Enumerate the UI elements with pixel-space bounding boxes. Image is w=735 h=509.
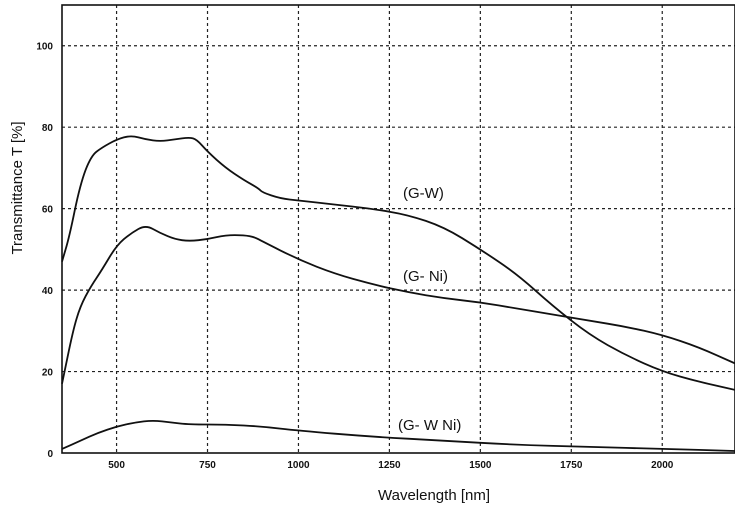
x-tick-label: 1750 bbox=[560, 460, 583, 471]
series-label-g-w: (G-W) bbox=[403, 185, 444, 202]
series-labels: (G-W) (G- Ni) (G- W Ni) bbox=[398, 185, 461, 434]
y-tick-label: 80 bbox=[42, 123, 54, 134]
series-line-0 bbox=[61, 135, 735, 391]
series-label-g-ni: (G- Ni) bbox=[403, 268, 448, 285]
y-tick-label: 60 bbox=[42, 205, 54, 216]
y-axis-label: Transmittance T [%] bbox=[9, 121, 26, 254]
x-tick-label: 1500 bbox=[469, 460, 492, 471]
x-tick-label: 750 bbox=[199, 460, 216, 471]
x-axis-label: Wavelength [nm] bbox=[378, 487, 490, 504]
x-tick-label: 1000 bbox=[287, 460, 310, 471]
y-tick-label: 20 bbox=[42, 368, 54, 379]
grid-lines bbox=[62, 5, 735, 453]
x-tick-label: 500 bbox=[108, 460, 125, 471]
y-tick-label: 0 bbox=[47, 449, 53, 460]
series-line-1 bbox=[61, 226, 735, 384]
plot-frame bbox=[61, 4, 735, 454]
tick-labels: 500 750 1000 1250 1500 1750 2000 0 20 40 60 80 100 bbox=[36, 42, 673, 471]
x-tick-label: 1250 bbox=[378, 460, 401, 471]
y-tick-label: 40 bbox=[42, 286, 54, 297]
series-curves bbox=[61, 135, 735, 452]
series-line-2 bbox=[61, 420, 735, 452]
x-tick-label: 2000 bbox=[651, 460, 674, 471]
series-label-g-w-ni: (G- W Ni) bbox=[398, 417, 461, 434]
y-tick-label: 100 bbox=[36, 42, 53, 53]
